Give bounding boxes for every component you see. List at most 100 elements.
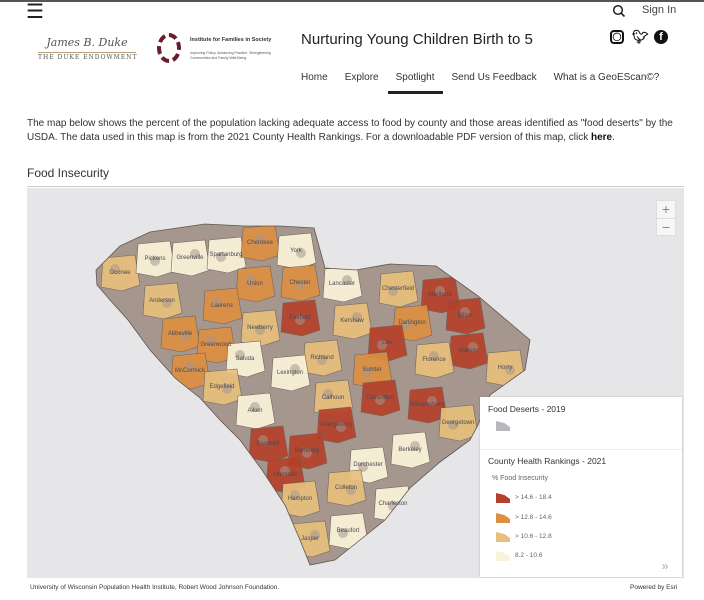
food-desert-area — [190, 249, 200, 259]
county-label: Fairfield — [289, 315, 310, 321]
legend-label-4: 8.2 - 10.6 — [515, 552, 543, 559]
sign-in-link[interactable]: Sign In — [642, 4, 677, 16]
food-desert-area — [206, 336, 216, 346]
county-label: Anderson — [149, 298, 175, 304]
logo-signature: James B. Duke — [46, 36, 128, 49]
food-desert-area — [110, 264, 120, 274]
county-label: Lexington — [277, 370, 303, 376]
county-lee[interactable] — [367, 324, 408, 362]
county-kershaw[interactable] — [332, 302, 373, 340]
county-label: Horry — [498, 365, 513, 371]
food-desert-area — [338, 528, 348, 538]
search-icon[interactable] — [612, 4, 626, 18]
county-label: Oconee — [109, 270, 131, 276]
county-label: Calhoun — [322, 395, 344, 401]
county-label: Sumter — [362, 367, 381, 373]
food-desert-area — [250, 402, 260, 412]
food-desert-area — [310, 530, 320, 540]
county-label: Charleston — [378, 501, 407, 507]
logo2-title: Institute for Families in Society — [190, 37, 272, 43]
duke-endowment-logo[interactable]: James B. Duke THE DUKE ENDOWMENT — [38, 36, 136, 64]
food-desert-area — [410, 441, 420, 451]
food-desert-area — [150, 256, 160, 266]
county-label: Lee — [382, 340, 393, 346]
pdf-link[interactable]: here — [590, 132, 613, 143]
county-label: Beaufort — [337, 528, 360, 534]
site-title: Nurturing Young Children Birth to 5 — [301, 31, 533, 48]
food-desert-area — [258, 435, 268, 445]
powered-by-esri[interactable]: Powered by Esri — [630, 584, 678, 591]
county-berkeley[interactable] — [390, 431, 431, 469]
county-label: Union — [247, 281, 263, 287]
intro-paragraph: The map below shows the percent of the p… — [27, 117, 687, 145]
county-label: Spartanburg — [209, 252, 242, 258]
county-label: Saluda — [236, 356, 255, 362]
county-laurens[interactable] — [202, 287, 243, 325]
county-saluda[interactable] — [225, 340, 266, 378]
hamburger-icon[interactable]: ☰ — [26, 1, 44, 23]
county-label: Bamberg — [295, 448, 319, 454]
facebook-icon[interactable]: f — [654, 30, 668, 44]
food-desert-area — [245, 275, 255, 285]
institute-logo[interactable]: Institute for Families in Society Improv… — [157, 33, 281, 67]
county-spartanburg[interactable] — [206, 236, 247, 274]
county-label: Clarendon — [366, 395, 394, 401]
swirl-icon — [157, 33, 181, 63]
food-desert-area — [290, 364, 300, 374]
food-desert-area — [336, 422, 346, 432]
legend-chr-title: County Health Rankings - 2021 — [488, 456, 607, 466]
food-desert-area — [362, 367, 372, 377]
map-canvas[interactable]: Oconee Pickens Greenville Spartanburg Cherok… — [27, 188, 684, 578]
nav-feedback[interactable]: Send Us Feedback — [451, 72, 537, 83]
collapse-legend-button[interactable]: » — [655, 556, 675, 576]
county-label: Florence — [422, 357, 446, 363]
food-desert-area — [375, 395, 385, 405]
legend-desert-title: Food Deserts - 2019 — [488, 404, 566, 414]
county-label: Newberry — [247, 325, 273, 331]
county-label: Darlington — [398, 320, 425, 326]
county-label: Hampton — [288, 496, 312, 502]
county-lexington[interactable] — [270, 354, 311, 392]
county-williamsburg[interactable] — [407, 386, 448, 424]
county-label: Berkeley — [398, 447, 421, 453]
food-desert-area — [358, 462, 368, 472]
food-desert-area — [448, 420, 458, 430]
county-label: Williamsburg — [410, 402, 444, 408]
food-desert-area — [216, 252, 226, 262]
county-label: Greenwood — [200, 342, 231, 348]
intro-end: . — [612, 132, 615, 143]
nav-geoescan[interactable]: What is a GeoEScan©? — [553, 72, 660, 83]
county-label: Georgetown — [442, 420, 475, 426]
zoom-in-button[interactable]: + — [657, 201, 675, 219]
county-label: Jasper — [301, 536, 319, 542]
map-legend: Food Deserts - 2019 County Health Rankin… — [480, 397, 682, 577]
instagram-icon[interactable]: ◯ — [610, 30, 624, 44]
food-desert-area — [468, 342, 478, 352]
county-georgetown[interactable] — [438, 404, 479, 442]
food-desert-area — [402, 320, 412, 330]
food-desert-area — [427, 396, 437, 406]
legend-swatch-1 — [496, 493, 510, 503]
county-oconee[interactable] — [100, 254, 141, 292]
county-label: Richland — [310, 355, 333, 361]
nav-explore[interactable]: Explore — [344, 72, 379, 83]
county-label: Greenville — [176, 255, 204, 261]
nav-home[interactable]: Home — [301, 72, 328, 83]
legend-field: % Food Insecurity — [492, 475, 549, 482]
food-desert-area — [185, 362, 195, 372]
nav-spotlight[interactable]: Spotlight — [387, 72, 443, 94]
legend-label-1: > 14.6 - 18.4 — [515, 494, 552, 501]
county-label: Allendale — [273, 472, 298, 478]
county-label: Aiken — [247, 408, 262, 414]
county-chesterfield[interactable] — [378, 270, 419, 308]
twitter-icon[interactable]: 🐦︎ — [632, 29, 649, 44]
zoom-out-button[interactable]: − — [661, 219, 671, 235]
food-desert-area — [295, 315, 305, 325]
county-label: Colleton — [335, 485, 357, 491]
food-desert-area — [296, 248, 306, 258]
county-label: Marlboro — [428, 292, 452, 298]
food-desert-area — [212, 297, 222, 307]
county-greenville[interactable] — [170, 239, 211, 277]
food-insecurity-map[interactable]: Oconee Pickens Greenville Spartanburg Cherok… — [27, 188, 684, 578]
divider — [27, 186, 684, 187]
